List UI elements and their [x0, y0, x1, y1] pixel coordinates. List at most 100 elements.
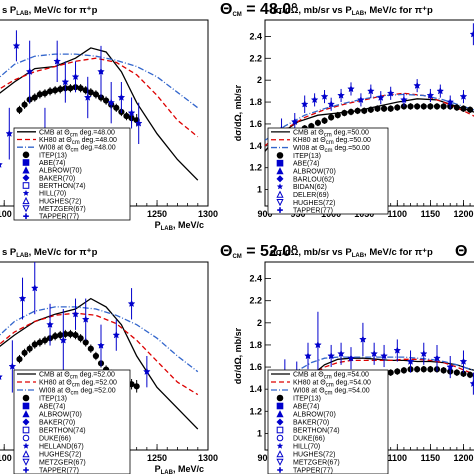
y-tick-label: 1.2 [249, 406, 262, 416]
data-point [466, 106, 474, 113]
legend-marker [276, 426, 284, 434]
legend-label: DELER(69) [293, 192, 329, 199]
chart-title: s PLAB, MeV/c for π⁺p [2, 5, 98, 17]
legend-marker [276, 152, 284, 159]
data-point [142, 367, 151, 375]
y-tick-label: 2 [257, 75, 262, 85]
data-point [394, 104, 401, 111]
data-point [354, 107, 361, 114]
chart-panel-bottom-right: dσ/dΩ, mb/sr vs PLAB, MeV/c for π⁺pΘ9009… [233, 243, 474, 474]
y-tick-label: 2 [257, 318, 262, 328]
x-tick-label: 1150 [421, 453, 441, 463]
legend-marker [22, 410, 30, 418]
data-point [0, 375, 3, 381]
y-tick-label: 1.4 [249, 141, 262, 151]
x-tick-label: 100 [0, 209, 12, 219]
legend-label: ALBROW(70) [39, 168, 82, 175]
data-point [25, 67, 34, 75]
legend-marker [22, 182, 30, 189]
legend-marker [276, 434, 284, 442]
data-point [380, 351, 388, 360]
x-tick-label: 1150 [421, 209, 441, 219]
data-point [290, 117, 299, 126]
data-point [300, 100, 309, 108]
data-point [426, 91, 435, 99]
legend-label: ITEP(13) [39, 152, 67, 159]
x-tick-label: 1200 [453, 209, 473, 219]
data-point [57, 86, 64, 93]
legend-marker [276, 167, 284, 175]
x-tick-label: 100 [0, 453, 12, 463]
data-point [82, 339, 89, 346]
data-point [376, 93, 385, 101]
legend-label: BIDAN(62) [293, 184, 327, 191]
data-point [59, 336, 68, 344]
legend-marker [22, 205, 30, 213]
data-point [400, 367, 408, 374]
data-point [370, 349, 379, 358]
legend-label: KH80 at Θcm deg.=48.00 [39, 137, 117, 146]
data-point [12, 41, 21, 50]
x-tick-label: 1100 [388, 209, 408, 219]
legend-label: METZGER(67) [39, 460, 86, 467]
legend-label: CMB at Θcm deg.=50.00 [293, 129, 369, 138]
legend-marker [22, 442, 30, 449]
data-point [406, 357, 415, 365]
data-point [81, 315, 90, 323]
y-tick-label: 2.4 [249, 31, 262, 41]
data-point [36, 91, 43, 98]
data-point [359, 335, 367, 343]
legend-label: TAPPER(77) [293, 208, 333, 215]
legend-box [267, 127, 389, 215]
data-point [393, 346, 402, 354]
legend-label: BERTHON(74) [39, 428, 86, 435]
data-point [327, 100, 336, 108]
legend-label: ITEP(13) [39, 396, 67, 403]
data-point [320, 92, 329, 100]
data-point [53, 57, 62, 65]
data-point [460, 105, 467, 112]
angle-label: ΘCM = 52.0° [220, 243, 298, 260]
legend-marker [276, 458, 284, 466]
legend-label: ALBROW(70) [293, 412, 336, 419]
legend-marker [23, 213, 29, 219]
y-tick-label: 1.8 [249, 340, 262, 350]
legend-label: TAPPER(77) [39, 468, 79, 474]
legend-label: BAKER(70) [293, 420, 329, 427]
data-point [46, 320, 54, 328]
legend-marker [23, 467, 29, 473]
chart-title: s PLAB, MeV/c for π⁺p [2, 247, 98, 259]
y-tick-label: 2.4 [249, 274, 262, 284]
data-point [134, 119, 143, 127]
data-point [67, 85, 74, 92]
legend-marker [22, 394, 30, 402]
legend-label: ABE(74) [39, 160, 65, 167]
data-point [459, 92, 468, 100]
data-point [77, 85, 84, 92]
legend-label: ABE(74) [293, 161, 319, 168]
data-point [387, 105, 394, 112]
legend-label: WI08 at Θcm deg.=54.00 [293, 388, 370, 397]
y-tick-label: 1 [257, 185, 262, 195]
data-point [407, 103, 414, 110]
series-line-cmb [0, 297, 199, 430]
data-point [127, 108, 136, 117]
legend-label: HUGHES(72) [39, 452, 81, 459]
legend-marker [276, 418, 284, 426]
data-point [112, 331, 121, 339]
data-point [97, 67, 105, 75]
data-point [321, 117, 328, 124]
data-point [304, 351, 312, 360]
data-point [107, 98, 116, 106]
y-axis-label: dσ/dΩ, mb/sr [233, 327, 243, 384]
legend-label: BAKER(70) [39, 175, 75, 182]
data-point [341, 109, 348, 117]
data-point [446, 363, 455, 371]
data-point [31, 94, 38, 101]
data-point [433, 103, 441, 110]
legend-label: ITEP(13) [293, 153, 321, 160]
legend-label: WI08 at Θcm deg.=52.00 [39, 388, 116, 397]
data-point [26, 345, 33, 352]
